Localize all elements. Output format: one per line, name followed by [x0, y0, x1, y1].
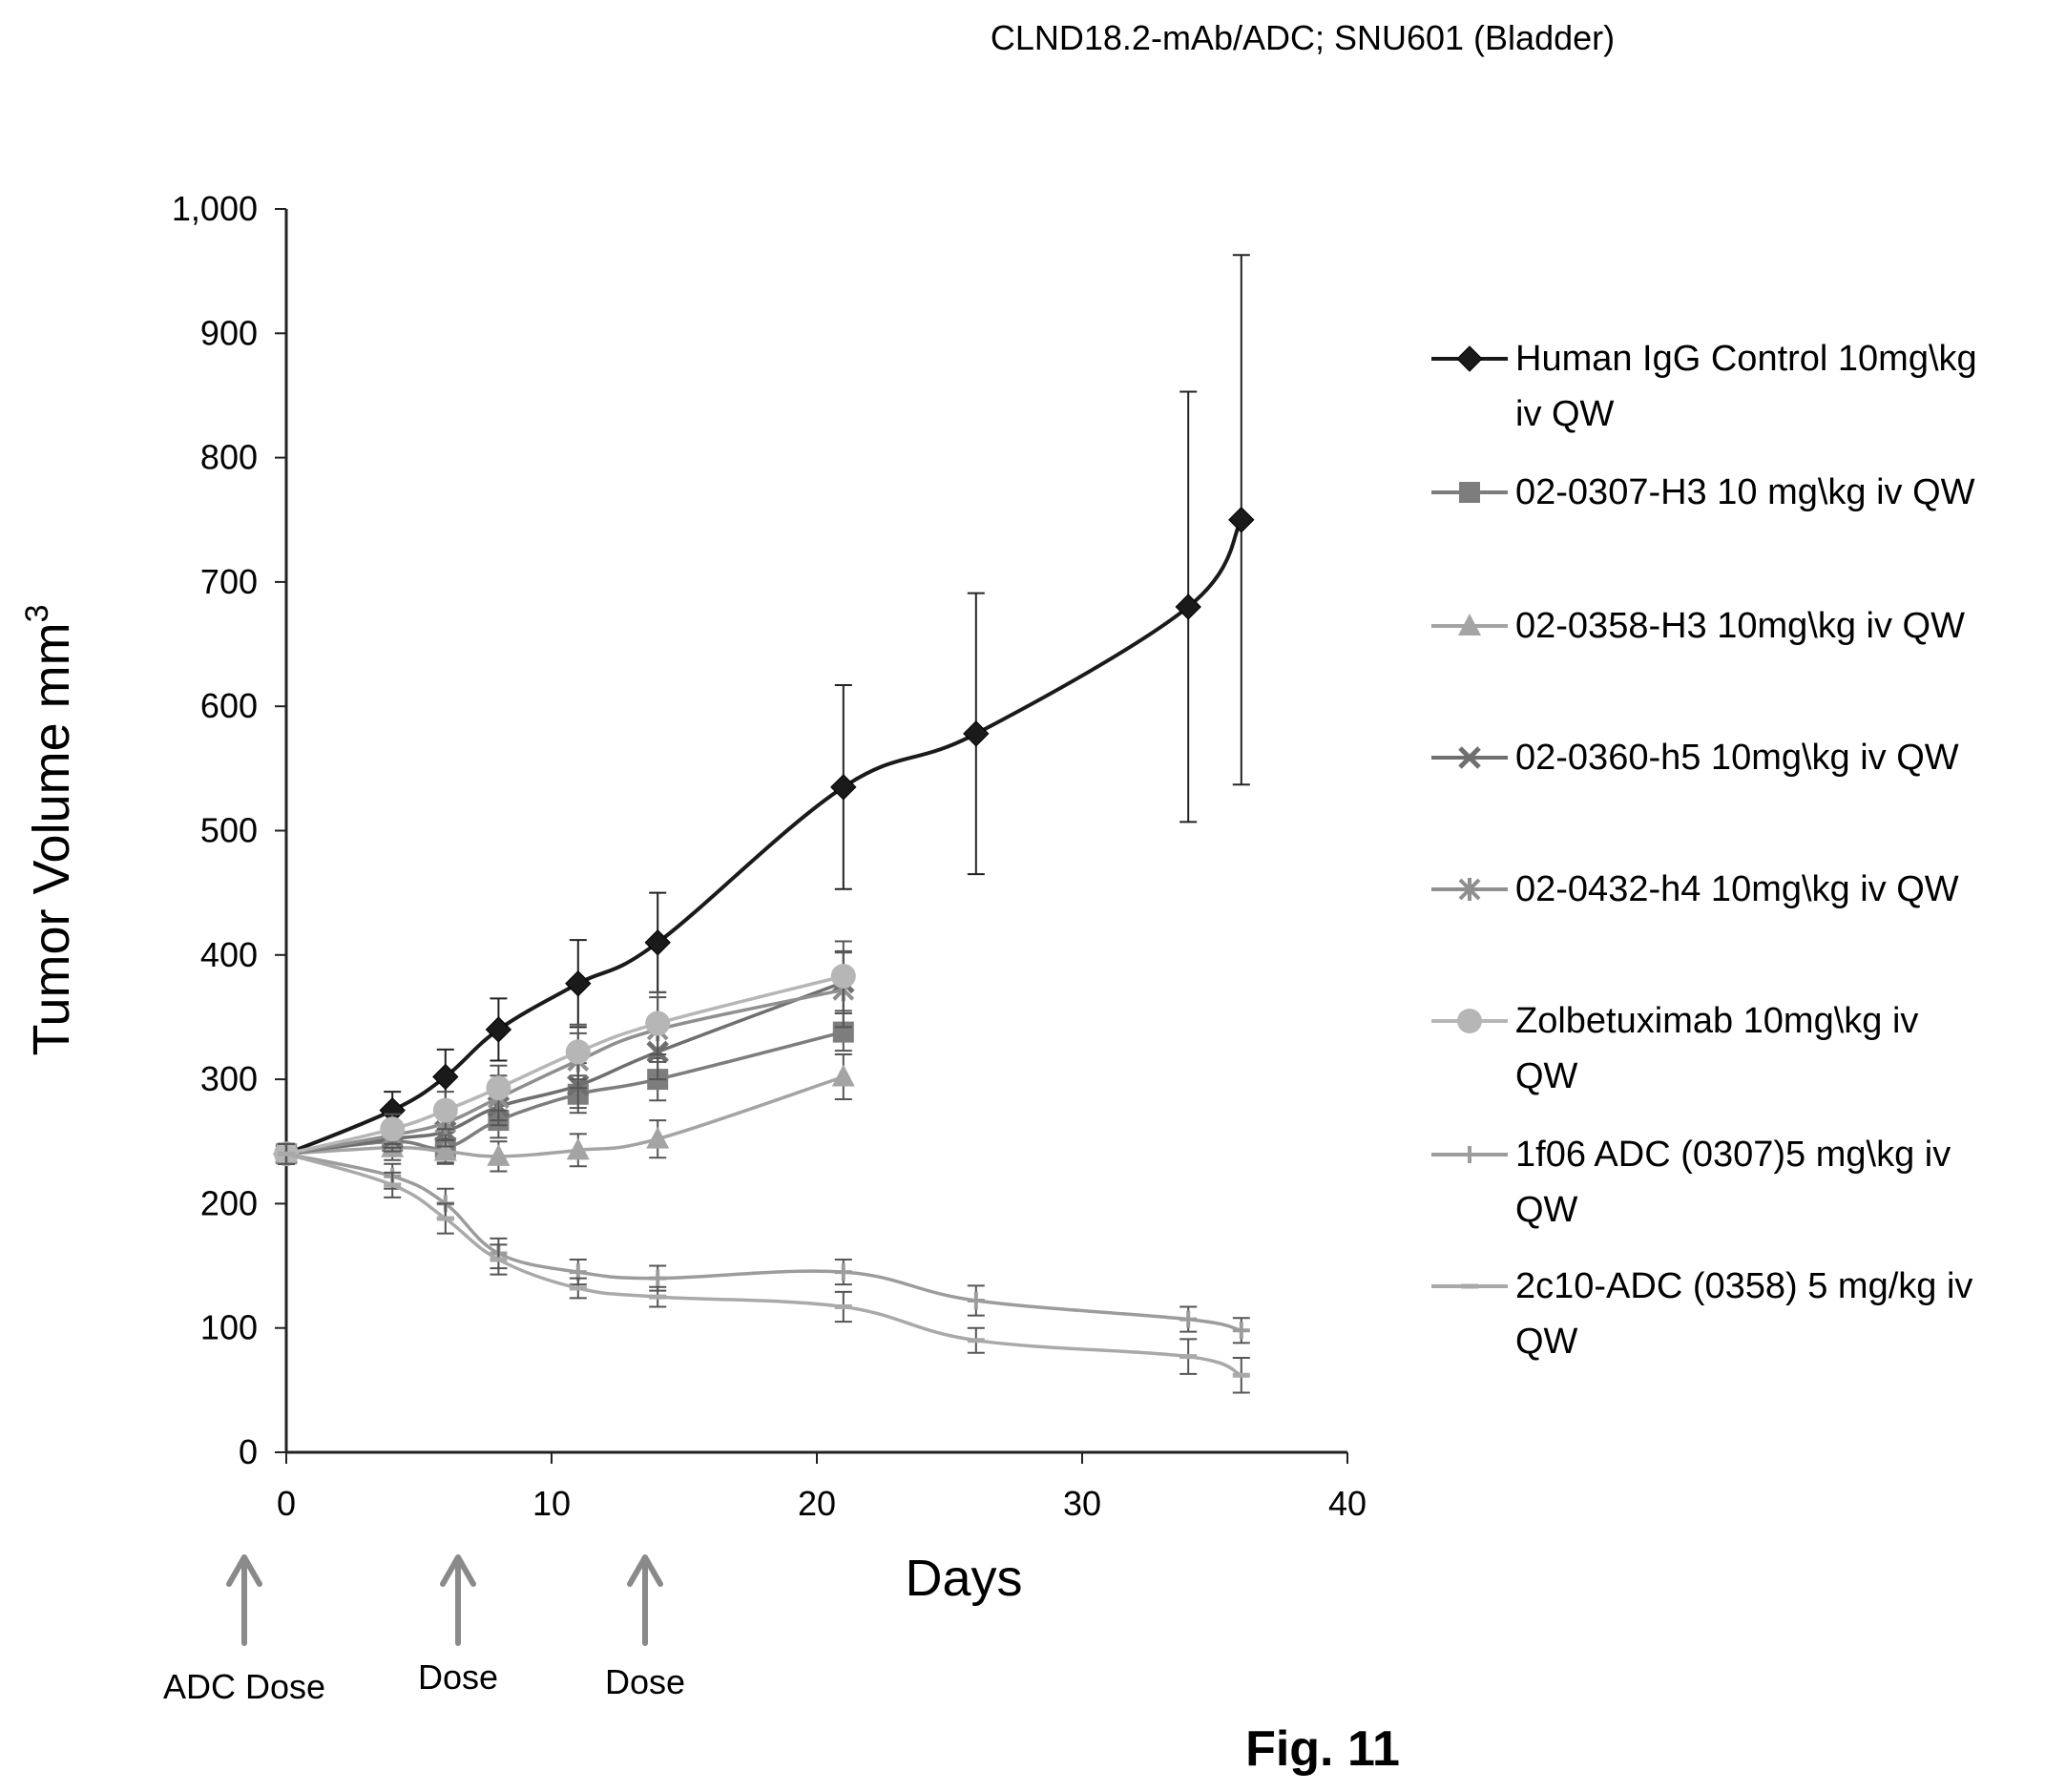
y-tick-label: 700	[200, 562, 258, 601]
y-tick-label: 1,000	[172, 189, 258, 228]
data-point	[486, 1075, 511, 1101]
legend-entry-7: 1f06 ADC (0307)5 mg\kg iv QW	[1431, 1135, 1951, 1230]
y-ticks: 0 100 200 300 400 500 600 700 800 900 1,000	[172, 189, 286, 1471]
data-point	[487, 1143, 511, 1166]
legend-entry-5: 02-0432-h4 10mg\kg iv QW	[1431, 869, 1959, 909]
data-point	[565, 1039, 591, 1065]
legend-swatch-marker	[1458, 614, 1481, 636]
dose-label: ADC Dose	[163, 1667, 325, 1706]
series-line	[285, 1152, 1242, 1377]
dose-annotation-1: ADC Dose	[163, 1554, 325, 1706]
legend-swatch-marker	[1458, 746, 1481, 769]
legend-entry-1: Human IgG Control 10mg\kg iv QW	[1431, 339, 1977, 434]
data-point	[1175, 594, 1201, 620]
data-point	[830, 963, 856, 989]
y-tick-label: 200	[200, 1183, 258, 1222]
y-axis-label-superscript: 3	[19, 604, 55, 622]
y-tick-label: 800	[200, 438, 258, 477]
legend-entry-2: 02-0307-H3 10 mg\kg iv QW	[1431, 472, 1975, 512]
legend-swatch-marker	[1459, 482, 1480, 503]
dose-arrow-icon	[440, 1554, 476, 1646]
dose-label: Dose	[418, 1657, 498, 1697]
y-tick-label: 400	[200, 935, 258, 974]
data-point	[644, 929, 671, 956]
legend: Human IgG Control 10mg\kg iv QW 02-0307-H3…	[1431, 339, 1977, 1362]
x-tick-label: 0	[277, 1484, 296, 1523]
legend-entry-4: 02-0360-h5 10mg\kg iv QW	[1431, 738, 1959, 778]
data-point	[649, 1269, 667, 1287]
dose-annotation-3: Dose	[605, 1554, 685, 1701]
y-tick-label: 900	[200, 313, 258, 352]
legend-label: iv QW	[1515, 394, 1615, 434]
y-axis-label-text: Tumor Volume mm	[23, 622, 80, 1055]
y-axis-label: Tumor Volume mm3	[19, 604, 80, 1055]
y-tick-label: 500	[200, 811, 258, 850]
x-axis-label: Days	[905, 1550, 1022, 1607]
data-point	[566, 1137, 590, 1160]
data-point	[1228, 507, 1255, 533]
y-tick-label: 300	[200, 1059, 258, 1098]
dose-arrow-icon	[627, 1554, 663, 1646]
legend-entry-8: 2c10-ADC (0358) 5 mg/kg iv QW	[1431, 1266, 1972, 1362]
dose-annotations: ADC Dose Dose Dose	[163, 1554, 685, 1706]
series-8	[278, 1142, 1250, 1394]
x-tick-label: 20	[798, 1484, 836, 1523]
dose-annotation-2: Dose	[418, 1554, 498, 1697]
legend-label: 1f06 ADC (0307)5 mg\kg iv	[1515, 1135, 1951, 1175]
legend-entry-3: 02-0358-H3 10mg\kg iv QW	[1431, 606, 1965, 646]
legend-label: QW	[1515, 1322, 1578, 1362]
y-tick-label: 600	[200, 686, 258, 725]
data-point	[967, 1292, 985, 1310]
legend-swatch-marker	[1458, 878, 1481, 901]
data-point	[831, 1064, 855, 1087]
data-point	[380, 1116, 406, 1142]
legend-label: 02-0358-H3 10mg\kg iv QW	[1515, 606, 1965, 646]
x-tick-label: 40	[1328, 1484, 1367, 1523]
data-point	[1179, 1310, 1198, 1328]
data-point	[834, 1263, 852, 1281]
series-3	[275, 1053, 855, 1173]
data-point	[565, 970, 592, 997]
data-point	[1232, 1322, 1250, 1340]
data-point	[646, 1126, 670, 1149]
legend-label: 02-0307-H3 10 mg\kg iv QW	[1515, 472, 1975, 512]
data-point	[432, 1063, 459, 1091]
series-1	[273, 254, 1255, 1167]
legend-label: 02-0432-h4 10mg\kg iv QW	[1515, 869, 1959, 909]
series-line	[285, 518, 1243, 1156]
figure-label: Fig. 11	[1245, 1721, 1400, 1777]
dose-label: Dose	[605, 1662, 685, 1701]
dose-arrow-icon	[226, 1554, 262, 1646]
series-line	[285, 1152, 1242, 1333]
y-tick-label: 100	[200, 1308, 258, 1347]
data-point	[645, 1011, 671, 1036]
data-point	[432, 1097, 458, 1123]
data-point	[963, 720, 990, 747]
series-7	[278, 1142, 1250, 1344]
x-tick-label: 30	[1063, 1484, 1101, 1523]
legend-label: QW	[1515, 1056, 1578, 1096]
x-ticks: 0 10 20 30 40	[277, 1452, 1367, 1523]
plot-area	[273, 254, 1255, 1394]
x-tick-label: 10	[532, 1484, 571, 1523]
legend-label: Human IgG Control 10mg\kg	[1515, 339, 1977, 379]
legend-swatch-marker	[1456, 345, 1483, 372]
legend-label: QW	[1515, 1190, 1578, 1230]
legend-label: Zolbetuximab 10mg\kg iv	[1515, 1001, 1918, 1041]
data-point	[485, 1016, 512, 1043]
legend-label: 02-0360-h5 10mg\kg iv QW	[1515, 738, 1959, 778]
legend-swatch-marker	[1457, 1009, 1482, 1033]
legend-label: 2c10-ADC (0358) 5 mg/kg iv	[1515, 1266, 1972, 1306]
series-6	[274, 940, 856, 1167]
data-point	[433, 1138, 457, 1161]
legend-swatch-marker	[1461, 1146, 1478, 1163]
chart-title: CLND18.2-mAb/ADC; SNU601 (Bladder)	[991, 18, 1615, 57]
y-tick-label: 0	[239, 1432, 258, 1471]
legend-entry-6: Zolbetuximab 10mg\kg iv QW	[1431, 1001, 1918, 1096]
data-point	[830, 774, 857, 801]
